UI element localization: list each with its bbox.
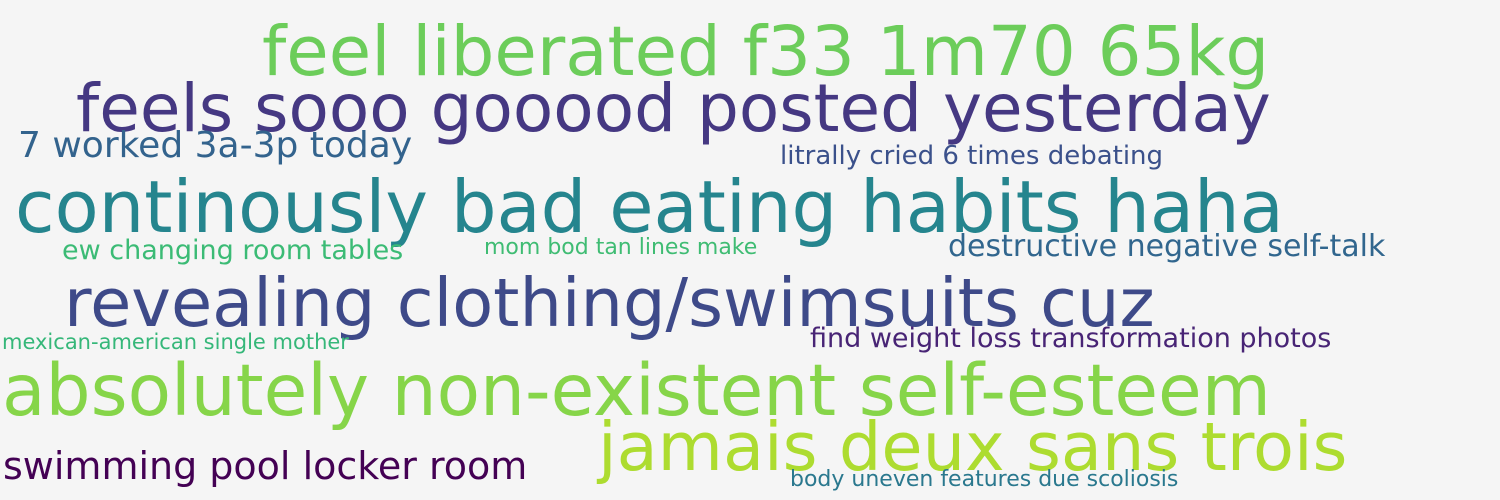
phrase: feel liberated f33 1m70 65kg bbox=[262, 12, 1270, 92]
phrase: mom bod tan lines make bbox=[484, 235, 758, 260]
phrase: swimming pool locker room bbox=[3, 444, 528, 488]
phrase: body uneven features due scoliosis bbox=[790, 467, 1179, 492]
phrase: revealing clothing/swimsuits cuz bbox=[64, 264, 1155, 342]
phrase: continously bad eating habits haha bbox=[15, 165, 1284, 249]
phrase: absolutely non-existent self-esteem bbox=[2, 349, 1271, 432]
phrase: ew changing room tables bbox=[62, 235, 404, 266]
phrase: feels sooo gooood posted yesterday bbox=[76, 70, 1271, 147]
phrase: 7 worked 3a-3p today bbox=[18, 125, 413, 166]
phrase: find weight loss transformation photos bbox=[810, 323, 1332, 354]
phrase: jamais deux sans trois bbox=[598, 408, 1348, 486]
phrase: litrally cried 6 times debating bbox=[780, 141, 1164, 171]
phrase: mexican-american single mother bbox=[2, 330, 349, 354]
phrase: destructive negative self-talk bbox=[948, 229, 1386, 264]
